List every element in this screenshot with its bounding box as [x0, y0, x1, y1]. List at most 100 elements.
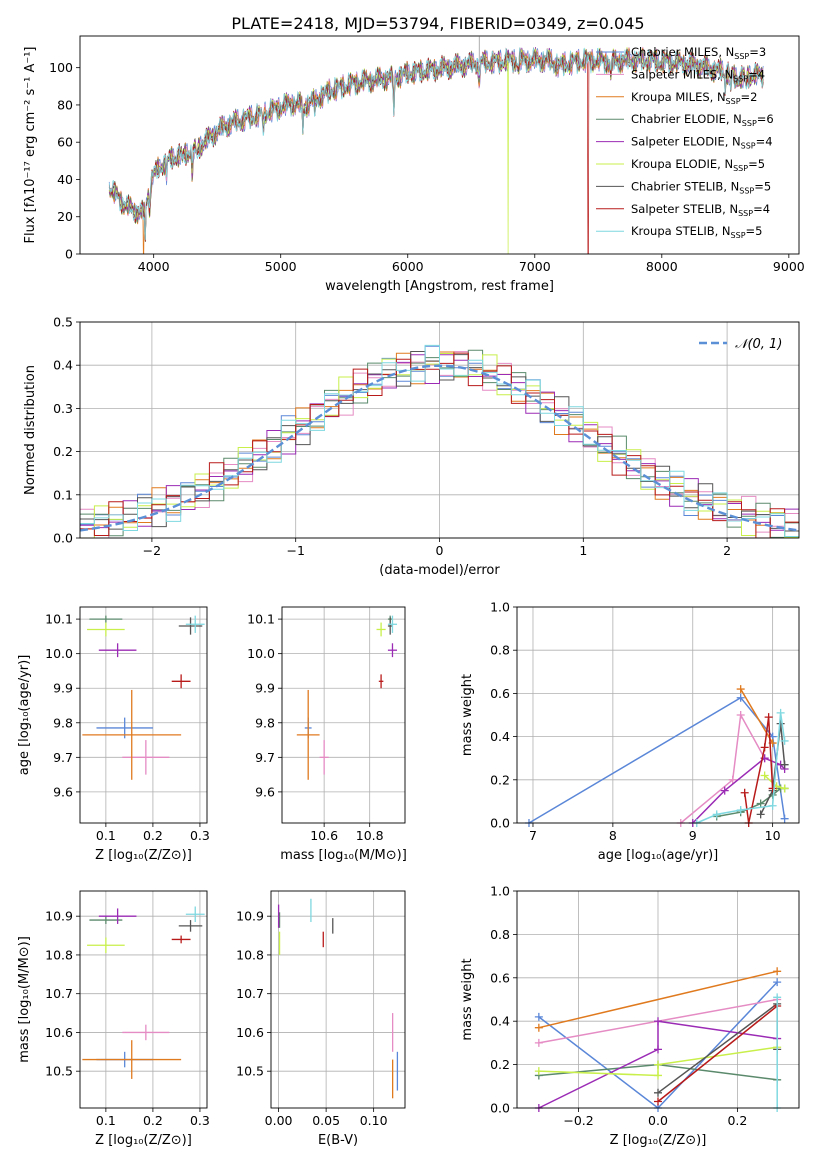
weight-marker-chabrier-stelib: [780, 760, 789, 769]
y-tick-label: 9.7: [255, 750, 275, 765]
y-tick-label: 0.4: [490, 729, 510, 744]
x-tick-label: 0.2: [727, 1113, 747, 1128]
residual-histogram-kroupa-stelib: [80, 344, 799, 537]
age-vs-metallicity-chart: 0.1 0.2 0.3 9.6 9.7 9.8 9.9 10.0 10.1 Z [log₁₀(Z/…: [17, 606, 210, 863]
y-tick-label: 0.4: [53, 358, 73, 373]
weight-marker-salpeter-stelib: [654, 1097, 662, 1106]
y-tick-label: 9.6: [53, 784, 73, 799]
y-tick-label: 0.8: [490, 643, 510, 658]
x-tick-label: 9000: [773, 259, 805, 274]
axes-frame: [516, 890, 800, 1109]
weight-marker-kroupa-miles: [773, 967, 782, 976]
weight-marker-chabrier-miles: [736, 693, 745, 702]
y-tick-label: 10.1: [247, 612, 275, 627]
x-tick-label: 10: [765, 828, 781, 843]
y-tick-label: 0.0: [490, 816, 510, 831]
y-tick-label: 10.0: [45, 646, 73, 661]
x-axis-label: Z [log₁₀(Z/Z⊙)]: [610, 1133, 707, 1148]
x-tick-label: 7: [529, 828, 537, 843]
weight-line-salpeter-elodie: [538, 1020, 778, 1109]
y-tick-label: 9.7: [53, 750, 73, 765]
weight-marker-kroupa-elodie: [534, 1067, 543, 1076]
legend-label-kroupa-stelib: Kroupa STELIB, NSSP=5: [631, 224, 762, 240]
weight-marker-chabrier-miles: [773, 978, 782, 987]
y-tick-label: 10.8: [236, 947, 264, 962]
y-tick-label: 40: [57, 172, 73, 187]
weight-marker-salpeter-stelib: [740, 788, 749, 797]
legend-label-kroupa-elodie: Kroupa ELODIE, NSSP=5: [631, 157, 765, 173]
legend-label-kroupa-miles: Kroupa MILES, NSSP=2: [631, 90, 757, 106]
x-tick-label: 7000: [519, 259, 551, 274]
axes-frame: [79, 35, 800, 255]
y-tick-label: 10.1: [45, 612, 73, 627]
y-tick-label: 10.7: [236, 986, 264, 1001]
y-axis-label: mass weight: [460, 674, 475, 756]
y-tick-label: 10.9: [45, 909, 73, 924]
weight-line-chabrier-stelib: [657, 1002, 778, 1094]
weight-marker-kroupa-stelib: [780, 736, 789, 745]
x-tick-label: 0.00: [265, 1113, 293, 1128]
y-axis-label: Flux [fλ10⁻¹⁷ erg cm⁻² s⁻¹ A⁻¹]: [23, 47, 38, 244]
weight-marker-chabrier-stelib: [654, 1088, 662, 1097]
weight-marker-kroupa-elodie: [760, 771, 769, 780]
x-tick-label: 10.6: [310, 828, 338, 843]
weight-marker-chabrier-miles: [534, 1012, 543, 1021]
axes-frame: [516, 606, 800, 824]
y-tick-label: 10.6: [236, 1025, 264, 1040]
y-tick-label: 10.7: [45, 986, 73, 1001]
y-tick-label: 10.8: [45, 947, 73, 962]
spectrum-line-chabrier-stelib: [108, 48, 764, 243]
legend-label-salpeter-stelib: Salpeter STELIB, NSSP=4: [631, 202, 770, 218]
x-tick-label: 5000: [265, 259, 297, 274]
y-tick-label: 0.2: [490, 1057, 510, 1072]
axes-frame: [281, 606, 406, 824]
y-tick-label: 9.8: [53, 715, 73, 730]
x-tick-label: 0.1: [96, 1113, 116, 1128]
legend-label-salpeter-miles: Salpeter MILES, NSSP=4: [631, 67, 765, 83]
weight-marker-salpeter-miles: [534, 1038, 543, 1047]
weight-marker-salpeter-miles: [736, 711, 745, 719]
weight-marker-chabrier-miles: [780, 814, 789, 823]
weight-marker-salpeter-elodie: [654, 1017, 662, 1026]
x-tick-label: 0.2: [143, 828, 163, 843]
y-tick-label: 0.6: [490, 686, 510, 701]
x-tick-label: 10.8: [356, 828, 384, 843]
y-tick-label: 0.2: [490, 772, 510, 787]
weight-marker-kroupa-stelib: [773, 993, 782, 1002]
residual-histogram-chabrier-stelib: [80, 351, 799, 532]
x-tick-label: 2: [723, 543, 731, 558]
residuals-chart: −2 −1 0 1 2 0.0 0.1 0.2 0.3 0.4 0.5 (data-model)/er…: [23, 315, 800, 578]
y-tick-label: 0.0: [490, 1101, 510, 1116]
weight-line-kroupa-elodie: [538, 1046, 778, 1077]
mass-vs-metallicity-chart: 0.1 0.2 0.3 10.5 10.6 10.7 10.8 10.9 Z [log₁₀(Z/…: [17, 890, 210, 1148]
weight-line-salpeter-stelib: [657, 1005, 778, 1103]
spectrum-chart: 4000 5000 6000 7000 8000 9000 0 20 40 60 80 100 wave…: [23, 35, 805, 294]
x-tick-label: −1: [286, 543, 304, 558]
y-tick-label: 9.9: [53, 681, 73, 696]
y-tick-label: 1.0: [490, 600, 510, 615]
weight-marker-salpeter-stelib: [768, 784, 777, 793]
x-tick-label: 0.3: [190, 828, 210, 843]
x-tick-label: 4000: [138, 259, 170, 274]
weight-line-kroupa-miles: [538, 970, 778, 1029]
weight-marker-kroupa-stelib: [768, 801, 777, 810]
legend-label-chabrier-elodie: Chabrier ELODIE, NSSP=6: [631, 112, 774, 128]
x-tick-label: 0.10: [360, 1113, 388, 1128]
y-tick-label: 60: [57, 135, 73, 150]
y-tick-label: 0.3: [53, 401, 73, 416]
weight-marker-salpeter-stelib: [760, 743, 769, 752]
spectrum-legend: Chabrier MILES, NSSP=3 Salpeter MILES, NS…: [596, 45, 774, 240]
y-tick-label: 0.5: [53, 315, 73, 330]
legend-label-chabrier-stelib: Chabrier STELIB, NSSP=5: [631, 179, 771, 195]
y-tick-label: 10.6: [45, 1025, 73, 1040]
x-tick-label: 0.0: [648, 1113, 668, 1128]
x-axis-label: wavelength [Angstrom, rest frame]: [325, 279, 554, 294]
x-tick-label: 0.2: [143, 1113, 163, 1128]
x-tick-label: −0.2: [563, 1113, 593, 1128]
axes-frame: [270, 890, 406, 1109]
y-tick-label: 0.4: [490, 1014, 510, 1029]
weight-marker-kroupa-stelib: [712, 810, 721, 819]
spectrum-line-salpeter-stelib: [108, 47, 764, 254]
weight-marker-chabrier-elodie: [756, 799, 765, 808]
